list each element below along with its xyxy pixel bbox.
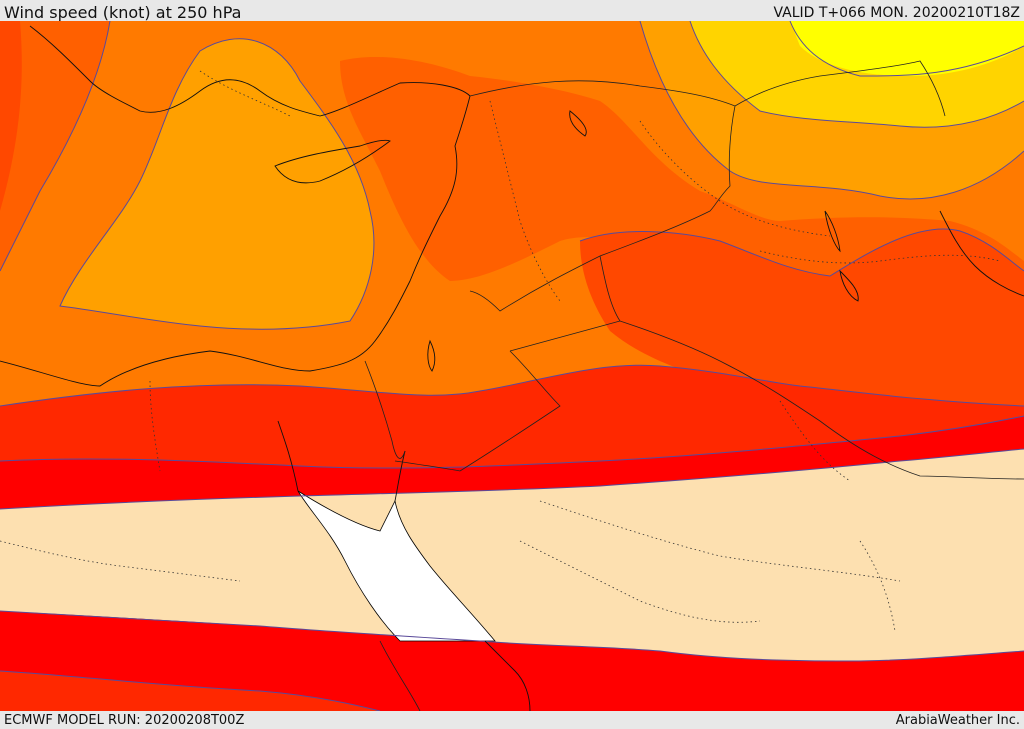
country-border [509,320,621,352]
contour-line [0,610,1024,662]
map-title: Wind speed (knot) at 250 hPa [4,3,242,22]
wind-band-orange-red-south [0,671,380,711]
country-border [459,350,561,472]
province-border [149,380,161,472]
red-sea-coast [484,640,531,711]
wind-patch-amber [249,197,270,226]
province-border [759,250,1001,264]
wind-speed-map [0,21,1024,711]
dead-sea-coast [427,339,436,372]
contour-line [0,364,1024,407]
province-border [489,100,561,302]
gulf-coast [824,210,841,253]
wind-band-red-orange-east [580,229,1024,421]
province-border [639,120,831,237]
country-border [364,360,406,459]
valid-time: VALID T+066 MON. 20200210T18Z [773,5,1020,21]
country-border [394,460,461,472]
province-border [519,540,761,623]
wind-band-yellow [790,21,1024,76]
gulf-coast [839,269,859,302]
cyprus-coast [274,139,391,184]
contour-line [0,670,381,711]
wind-band-dark-orange-west [0,21,110,271]
contour-line [0,21,111,272]
country-border [734,60,946,117]
credit: ArabiaWeather Inc. [895,713,1020,728]
wind-contours [0,21,1024,711]
province-borders [0,70,1001,632]
province-border [539,500,901,582]
coastline-east [939,210,1024,297]
header-bar [0,0,1024,21]
contour-line [59,38,375,330]
wind-band-red-orange-west [0,21,22,211]
lake-coast [569,110,587,137]
wind-band-amber-med [60,38,374,330]
wind-band-calm [0,449,1024,661]
country-border [379,640,421,711]
coastline-icon [0,25,1024,711]
country-border [469,80,736,312]
province-border [779,400,851,482]
gulf-suez-coast [277,420,299,492]
contour-line [639,21,1024,200]
contour-line [789,21,1024,77]
coastline [0,25,471,387]
model-run: ECMWF MODEL RUN: 20200208T00Z [4,713,245,728]
province-border [0,540,241,582]
gulf-aqaba-coast [394,450,406,502]
wind-band-red-jet [0,416,1024,509]
province-border [199,70,291,117]
province-border [859,540,896,632]
contour-line [0,415,1024,469]
contour-line [0,448,1024,510]
contour-line [689,21,1024,128]
red-sea [297,490,496,642]
wind-band-red-south [0,611,1024,711]
contour-line [579,228,1024,277]
footer-bar [0,711,1024,729]
country-border-icon [364,60,1024,711]
